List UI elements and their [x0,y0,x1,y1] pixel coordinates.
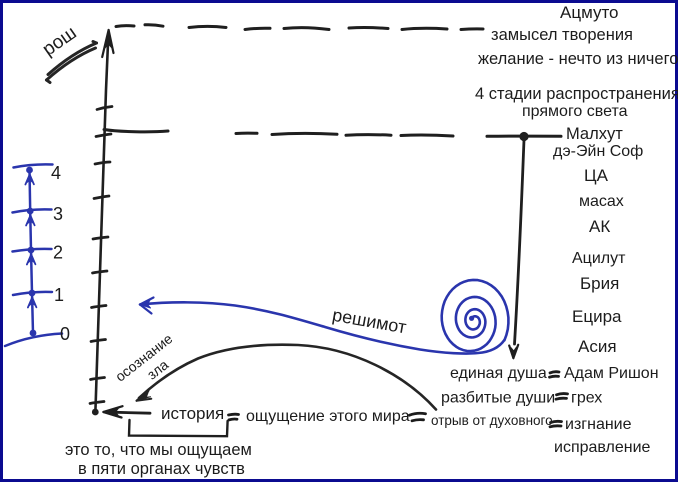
svg-text:Малхут: Малхут [566,125,623,143]
svg-text:3: 3 [53,204,63,224]
svg-text:грех: грех [571,390,602,407]
svg-text:в пяти органах чувств: в пяти органах чувств [78,460,245,478]
svg-text:это то, что мы ощущаем: это то, что мы ощущаем [65,441,252,459]
svg-text:Ацилут: Ацилут [572,250,626,267]
svg-text:Асия: Асия [578,337,617,356]
svg-text:ЦА: ЦА [584,166,609,185]
svg-text:единая душа: единая душа [450,365,547,382]
svg-text:исправление: исправление [554,439,651,456]
svg-text:Адам Ришон: Адам Ришон [564,365,659,382]
svg-text:прямого света: прямого света [522,103,628,120]
svg-text:масах: масах [579,193,624,210]
svg-text:0: 0 [60,324,70,344]
svg-text:1: 1 [54,285,64,305]
svg-text:4: 4 [51,163,61,183]
svg-text:история: история [161,404,224,423]
svg-text:ощущение этого мира: ощущение этого мира [246,408,410,425]
svg-text:отрыв от духовного: отрыв от духовного [431,413,553,428]
svg-text:Брия: Брия [580,274,619,293]
svg-text:АК: АК [589,217,610,236]
svg-text:желание - нечто из ничего: желание - нечто из ничего [478,50,678,68]
svg-text:изгнание: изгнание [565,416,632,433]
svg-text:2: 2 [53,243,63,263]
svg-text:разбитые души: разбитые души [441,390,555,407]
svg-text:4 стадии распространения: 4 стадии распространения [475,85,678,103]
svg-text:Ецира: Ецира [572,307,622,326]
svg-text:Ацмуто: Ацмуто [560,3,619,22]
svg-text:дэ-Эйн Соф: дэ-Эйн Соф [553,143,643,160]
svg-text:замысел творения: замысел творения [491,26,633,44]
